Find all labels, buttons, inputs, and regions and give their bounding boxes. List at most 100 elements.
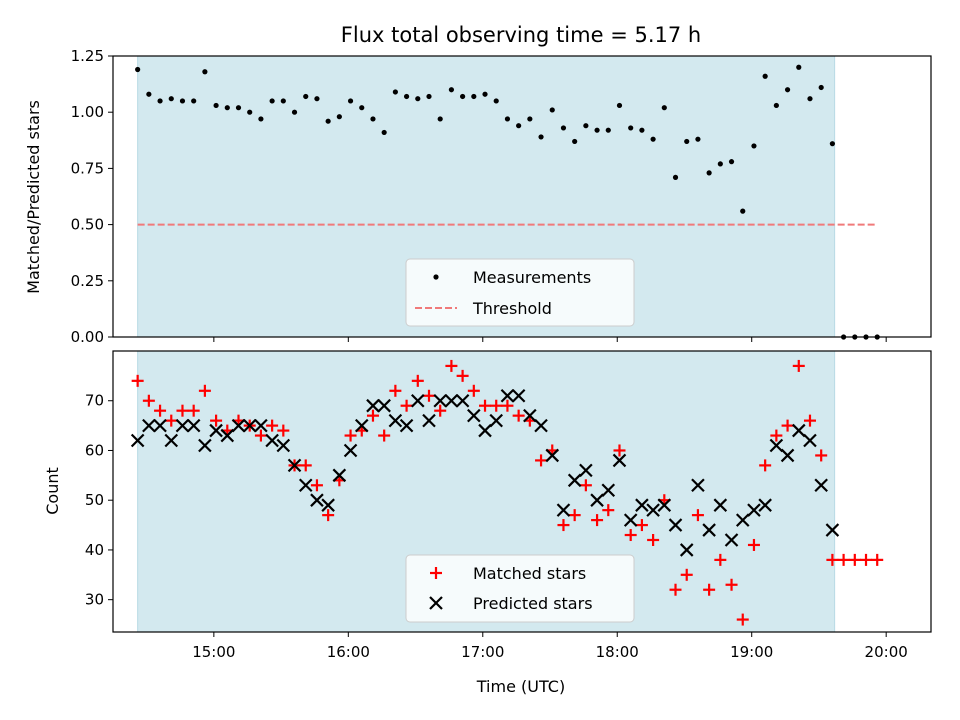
matched-star-point xyxy=(860,553,873,566)
measurement-point xyxy=(448,87,455,93)
predicted-star-point xyxy=(534,418,548,433)
x-axis-label: Time (UTC) xyxy=(476,677,565,696)
predicted-star-point xyxy=(321,498,335,512)
y-tick-label: 60 xyxy=(85,441,104,459)
y-tick-label: 40 xyxy=(85,541,104,559)
predicted-star-point xyxy=(623,513,638,527)
top-y-axis-label: Matched/Predicted stars xyxy=(24,100,43,294)
matched-star-point xyxy=(512,409,525,422)
predicted-star-point xyxy=(702,523,716,537)
predicted-star-point xyxy=(724,533,739,547)
predicted-star-point xyxy=(478,423,492,438)
matched-star-point xyxy=(613,444,626,457)
top-panel: 0.00 0.25 0.50 0.75 1.00 1.25 Matched/Predict… xyxy=(24,47,932,346)
y-tick-label: 70 xyxy=(85,392,104,410)
predicted-star-point xyxy=(791,423,806,438)
predicted-star-point xyxy=(545,448,560,463)
top-legend: Measurements Threshold xyxy=(405,258,635,327)
measurement-point xyxy=(460,93,466,100)
predicted-star-point xyxy=(265,433,279,448)
predicted-star-point xyxy=(691,478,705,493)
bottom-panel: 30 40 50 60 70 15:00 16:00 17:00 18:00 19:00 20:0… xyxy=(43,350,932,696)
measurement-point xyxy=(291,109,298,115)
predicted-star-point xyxy=(601,483,616,498)
matched-star-point xyxy=(434,404,447,417)
matched-star-point xyxy=(680,568,693,581)
measurement-point xyxy=(325,118,331,124)
x-tick-label: 15:00 xyxy=(192,643,235,661)
measurement-point xyxy=(784,87,791,93)
matched-star-point xyxy=(602,504,615,517)
matched-star-point xyxy=(176,404,189,417)
measurement-point xyxy=(224,105,230,111)
predicted-star-point xyxy=(567,473,582,488)
measurement-point xyxy=(179,98,186,104)
measurement-point xyxy=(303,93,309,100)
predicted-star-point xyxy=(399,418,414,433)
measurement-point xyxy=(583,123,589,129)
predicted-star-point xyxy=(635,498,649,512)
matched-star-point xyxy=(557,519,570,532)
y-tick-label: 0.50 xyxy=(71,216,104,234)
matched-star-point xyxy=(187,404,200,417)
measurement-point xyxy=(516,123,522,129)
predicted-star-point xyxy=(780,448,795,463)
x-tick-label: 20:00 xyxy=(865,643,908,661)
predicted-star-point xyxy=(332,468,347,483)
measurement-point xyxy=(616,102,623,109)
measurement-point xyxy=(213,102,219,109)
matched-star-point xyxy=(490,399,503,412)
matched-star-point xyxy=(647,533,660,546)
y-tick-label: 1.25 xyxy=(71,47,104,65)
predicted-legend-marker xyxy=(429,596,443,610)
predicted-star-point xyxy=(343,443,358,458)
matched-star-point xyxy=(445,359,458,372)
bottom-x-ticks: 15:00 16:00 17:00 18:00 19:00 20:00 xyxy=(192,632,908,661)
matched-star-point xyxy=(591,514,604,527)
measurement-point xyxy=(202,69,208,75)
predicted-star-point xyxy=(747,503,761,517)
matched-star-point xyxy=(378,429,391,442)
top-axes-frame xyxy=(112,55,932,338)
matched-star-point xyxy=(210,414,223,427)
matched-star-point xyxy=(456,369,469,382)
measurement-point xyxy=(695,136,701,142)
measurement-point xyxy=(359,105,365,111)
measurement-point xyxy=(135,66,141,73)
matched-star-point xyxy=(691,509,704,522)
predicted-star-point xyxy=(366,398,380,413)
measurement-point xyxy=(258,116,264,122)
matched-star-point xyxy=(815,449,828,462)
measurement-point xyxy=(684,138,690,145)
matched-legend-marker xyxy=(430,567,442,579)
measurement-point xyxy=(628,125,634,131)
measurement-point xyxy=(527,116,533,122)
predicted-star-point xyxy=(310,493,324,507)
measurement-point xyxy=(415,96,421,102)
matched-star-point xyxy=(322,509,335,522)
matched-star-point xyxy=(635,519,648,532)
matched-star-point xyxy=(792,359,805,372)
matched-star-point xyxy=(826,553,839,566)
matched-star-point xyxy=(759,459,772,472)
matched-star-point xyxy=(669,583,682,596)
predicted-star-point xyxy=(198,438,212,453)
measurement-point xyxy=(504,116,511,122)
matched-star-point xyxy=(400,399,413,412)
matched-star-point xyxy=(837,553,850,566)
measurement-point xyxy=(482,91,488,97)
bottom-series xyxy=(130,359,884,626)
predicted-star-point xyxy=(220,428,235,443)
matched-star-point xyxy=(703,583,716,596)
predicted-star-point xyxy=(500,388,515,403)
predicted-legend-label: Predicted stars xyxy=(473,594,593,613)
measurement-point xyxy=(672,174,679,180)
y-tick-label: 0.75 xyxy=(71,159,104,177)
matched-star-point xyxy=(568,509,581,522)
matched-star-point xyxy=(165,414,178,427)
measurement-point xyxy=(796,64,802,70)
measurement-point xyxy=(280,98,286,104)
matched-star-point xyxy=(501,399,514,412)
measurement-point xyxy=(751,143,757,149)
